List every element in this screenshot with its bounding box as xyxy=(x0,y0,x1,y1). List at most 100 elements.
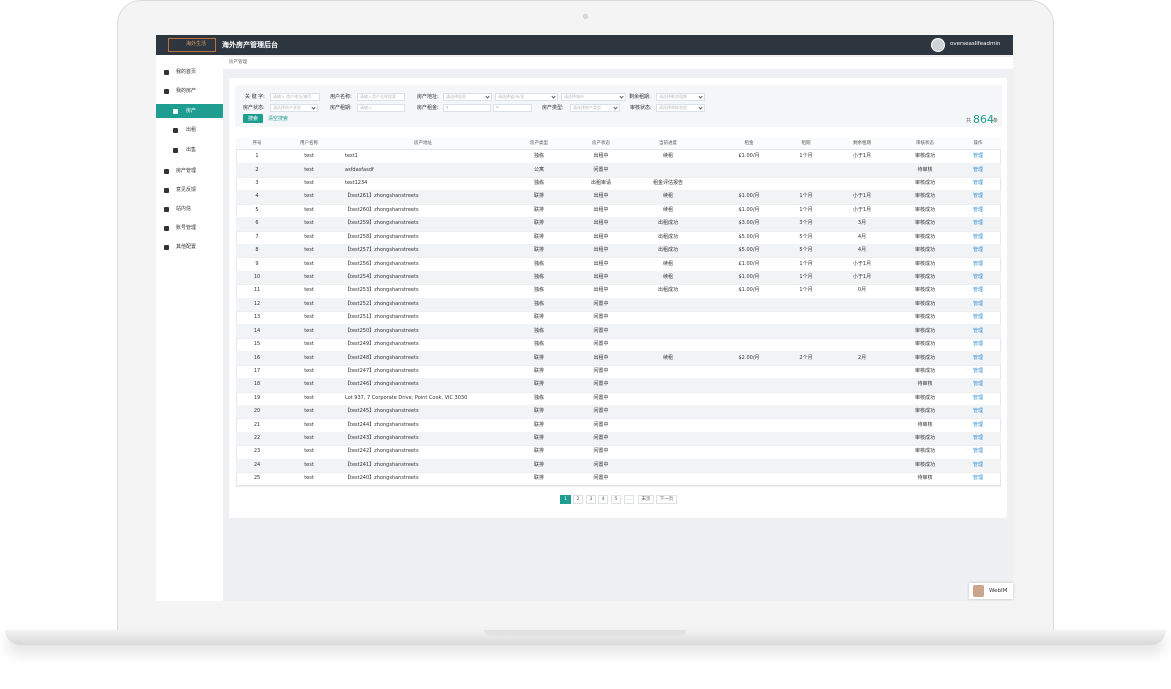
filter-input[interactable] xyxy=(561,93,626,101)
table-cell: 10 xyxy=(253,273,261,280)
manage-link[interactable]: 管理 xyxy=(972,448,984,455)
page-button[interactable] xyxy=(573,495,583,504)
manage-link[interactable]: 管理 xyxy=(972,408,984,415)
manage-link[interactable]: 管理 xyxy=(972,421,984,428)
manage-link[interactable]: 管理 xyxy=(972,153,984,160)
page-button[interactable] xyxy=(624,495,634,504)
sidebar xyxy=(156,55,223,601)
filter-input[interactable] xyxy=(443,93,492,101)
manage-link[interactable]: 管理 xyxy=(972,300,984,307)
row-stripe xyxy=(236,431,1001,446)
input-placeholder: 请选择房产状态 xyxy=(273,105,301,110)
table-cell: 闲置中 xyxy=(593,394,609,401)
menu-icon xyxy=(164,245,169,250)
manage-link[interactable]: 管理 xyxy=(972,180,984,187)
page-button[interactable] xyxy=(656,495,677,504)
table-cell: 4月 xyxy=(857,247,867,254)
menu-item[interactable]: 账号管理 xyxy=(176,225,197,231)
table-cell: 小于1月 xyxy=(852,273,872,280)
table-cell: asfdasfasdf xyxy=(345,166,374,173)
menu-item[interactable]: 意见反馈 xyxy=(176,187,197,193)
page-button[interactable] xyxy=(611,495,621,504)
table-cell: 独栋 xyxy=(533,180,545,187)
table-cell: 16 xyxy=(253,354,261,361)
table-cell: test xyxy=(304,166,314,173)
table-cell: 4月 xyxy=(857,233,867,240)
table-cell: 审核成功 xyxy=(914,260,936,267)
table-cell: 审核成功 xyxy=(914,193,936,200)
manage-link[interactable]: 管理 xyxy=(972,273,984,280)
manage-link[interactable]: 管理 xyxy=(972,394,984,401)
menu-item[interactable]: 房产管理 xyxy=(176,168,197,174)
manage-link[interactable]: 管理 xyxy=(972,314,984,321)
table-cell: 联排 xyxy=(533,408,545,415)
table-cell: 联排 xyxy=(533,461,545,468)
row-divider xyxy=(236,445,1001,446)
table-cell: 闲置中 xyxy=(593,300,609,307)
manage-link[interactable]: 管理 xyxy=(972,193,984,200)
submenu-item[interactable]: 出租 xyxy=(186,127,197,133)
filter-input[interactable] xyxy=(270,104,318,112)
table-cell: 22 xyxy=(253,435,261,442)
filter-input[interactable] xyxy=(656,104,705,112)
manage-link[interactable]: 管理 xyxy=(972,206,984,213)
total-count: 864 xyxy=(973,113,994,126)
page-button[interactable] xyxy=(598,495,608,504)
table-cell: 审核成功 xyxy=(914,367,936,374)
table-cell: 联排 xyxy=(533,448,545,455)
table-cell: 21 xyxy=(253,421,261,428)
table-cell: 审核成功 xyxy=(914,394,936,401)
laptop-base xyxy=(5,630,1166,645)
table-cell: 审核成功 xyxy=(914,461,936,468)
table-cell: 独栋 xyxy=(533,273,545,280)
manage-link[interactable]: 管理 xyxy=(972,247,984,254)
table-cell: test xyxy=(304,327,314,334)
page-button[interactable] xyxy=(560,495,571,504)
filter-input[interactable] xyxy=(443,104,491,112)
table-cell: test xyxy=(304,354,314,361)
filter-input[interactable] xyxy=(570,104,620,112)
menu-icon xyxy=(164,207,169,212)
manage-link[interactable]: 管理 xyxy=(972,381,984,388)
manage-link[interactable]: 管理 xyxy=(972,354,984,361)
manage-link[interactable]: 管理 xyxy=(972,341,984,348)
manage-link[interactable]: 管理 xyxy=(972,327,984,334)
manage-link[interactable]: 管理 xyxy=(972,260,984,267)
search-button[interactable] xyxy=(243,114,263,123)
manage-link[interactable]: 管理 xyxy=(972,435,984,442)
menu-item[interactable]: 站内信 xyxy=(176,206,192,212)
column-header: 操作 xyxy=(973,141,983,146)
menu-item[interactable]: 我的首页 xyxy=(176,69,197,75)
manage-link[interactable]: 管理 xyxy=(972,367,984,374)
column-header: 审核状态 xyxy=(916,141,934,146)
app-title: 海外房产管理后台 xyxy=(222,41,278,49)
filter-input[interactable] xyxy=(656,93,705,101)
manage-link[interactable]: 管理 xyxy=(972,461,984,468)
submenu-item[interactable]: 出售 xyxy=(186,147,197,153)
manage-link[interactable]: 管理 xyxy=(972,220,984,227)
table-cell: 审核成功 xyxy=(914,300,936,307)
submenu-item[interactable]: 房产 xyxy=(186,108,197,114)
table-cell: 续租 xyxy=(662,260,674,267)
row-divider xyxy=(236,418,1001,419)
manage-link[interactable]: 管理 xyxy=(972,287,984,294)
table-cell: 审核成功 xyxy=(914,153,936,160)
page-button[interactable] xyxy=(586,495,596,504)
filter-input[interactable] xyxy=(493,104,532,112)
user-name[interactable]: overseaslifeadmin xyxy=(950,41,1001,47)
filter-input[interactable] xyxy=(357,93,405,101)
table-cell: 出租中 xyxy=(593,260,609,267)
table-cell: 15 xyxy=(253,341,261,348)
filter-input[interactable] xyxy=(495,93,558,101)
manage-link[interactable]: 管理 xyxy=(972,475,984,482)
manage-link[interactable]: 管理 xyxy=(972,166,984,173)
page-button[interactable] xyxy=(638,495,654,504)
table-cell: 续租 xyxy=(662,193,674,200)
menu-item[interactable]: 我的房产 xyxy=(176,88,197,94)
clear-button[interactable]: 清空搜索 xyxy=(268,115,289,122)
filter-input[interactable] xyxy=(270,93,320,101)
filter-input[interactable] xyxy=(357,104,405,112)
table-cell: 【test256】zhongshanstreets xyxy=(345,260,419,267)
manage-link[interactable]: 管理 xyxy=(972,233,984,240)
menu-item[interactable]: 其他配置 xyxy=(176,244,197,250)
